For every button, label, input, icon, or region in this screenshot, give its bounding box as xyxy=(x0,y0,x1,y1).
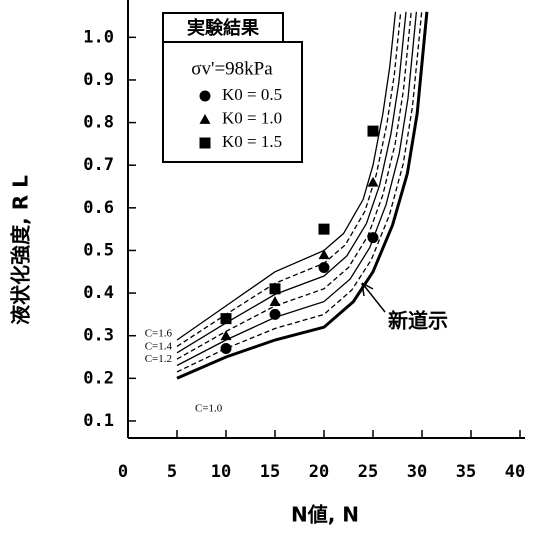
data-point xyxy=(318,249,330,260)
legend-label: K0 = 0.5 xyxy=(222,85,282,104)
x-tick-label: 40 xyxy=(505,462,525,482)
x-tick-label: 25 xyxy=(358,462,378,482)
y-tick-label: 1.0 xyxy=(83,27,114,47)
x-tick-label: 10 xyxy=(211,462,231,482)
x-tick-label: 5 xyxy=(167,462,177,482)
annotation: 新道示 xyxy=(388,309,448,333)
y-tick-label: 0.4 xyxy=(83,283,114,303)
data-point xyxy=(367,176,379,187)
y-tick-label: 0.9 xyxy=(83,70,114,90)
data-point xyxy=(318,223,330,235)
y-tick-label: 0.1 xyxy=(83,411,114,431)
curve xyxy=(176,11,429,380)
curve xyxy=(176,11,407,354)
curve-label: C=1.6 xyxy=(145,327,173,339)
annotation-arrow xyxy=(361,282,386,313)
curve xyxy=(176,11,418,367)
legend-marker xyxy=(199,114,211,124)
data-point xyxy=(367,232,379,244)
curve xyxy=(176,11,412,360)
curve-label: C=1.4 xyxy=(145,340,173,352)
legend-marker xyxy=(199,137,211,149)
y-tick-label: 0.5 xyxy=(83,240,114,260)
data-point xyxy=(220,330,232,341)
legend-box xyxy=(162,41,303,163)
x-tick-label: 0 xyxy=(118,462,128,482)
y-tick-label: 0.6 xyxy=(83,198,114,218)
data-point xyxy=(318,262,330,274)
curve-label: C=1.0 xyxy=(195,403,223,415)
data-point xyxy=(269,296,281,307)
data-point xyxy=(269,283,281,295)
x-tick-label: 35 xyxy=(456,462,476,482)
x-axis-title: N値, N xyxy=(291,503,359,527)
curve xyxy=(176,11,402,347)
data-point xyxy=(269,308,281,320)
curve xyxy=(176,11,423,373)
legend-title: 実験結果 xyxy=(187,17,260,39)
legend-label: K0 = 1.0 xyxy=(222,108,282,127)
legend-subtitle: σv'=98kPa xyxy=(191,58,273,79)
x-tick-label: 30 xyxy=(407,462,427,482)
data-point xyxy=(367,125,379,137)
legend-header-box xyxy=(162,12,284,43)
data-point xyxy=(220,342,232,354)
curve xyxy=(176,11,397,341)
x-tick-label: 15 xyxy=(260,462,280,482)
x-tick-label: 20 xyxy=(309,462,329,482)
y-tick-label: 0.7 xyxy=(83,155,114,175)
legend-label: K0 = 1.5 xyxy=(222,132,282,151)
y-axis-title: 液状化強度, R L xyxy=(9,175,33,325)
curve-label: C=1.2 xyxy=(145,353,172,365)
y-tick-label: 0.2 xyxy=(83,368,114,388)
legend-marker xyxy=(199,90,211,102)
data-point xyxy=(220,313,232,325)
y-tick-label: 0.3 xyxy=(83,326,114,346)
y-tick-label: 0.8 xyxy=(83,113,114,133)
